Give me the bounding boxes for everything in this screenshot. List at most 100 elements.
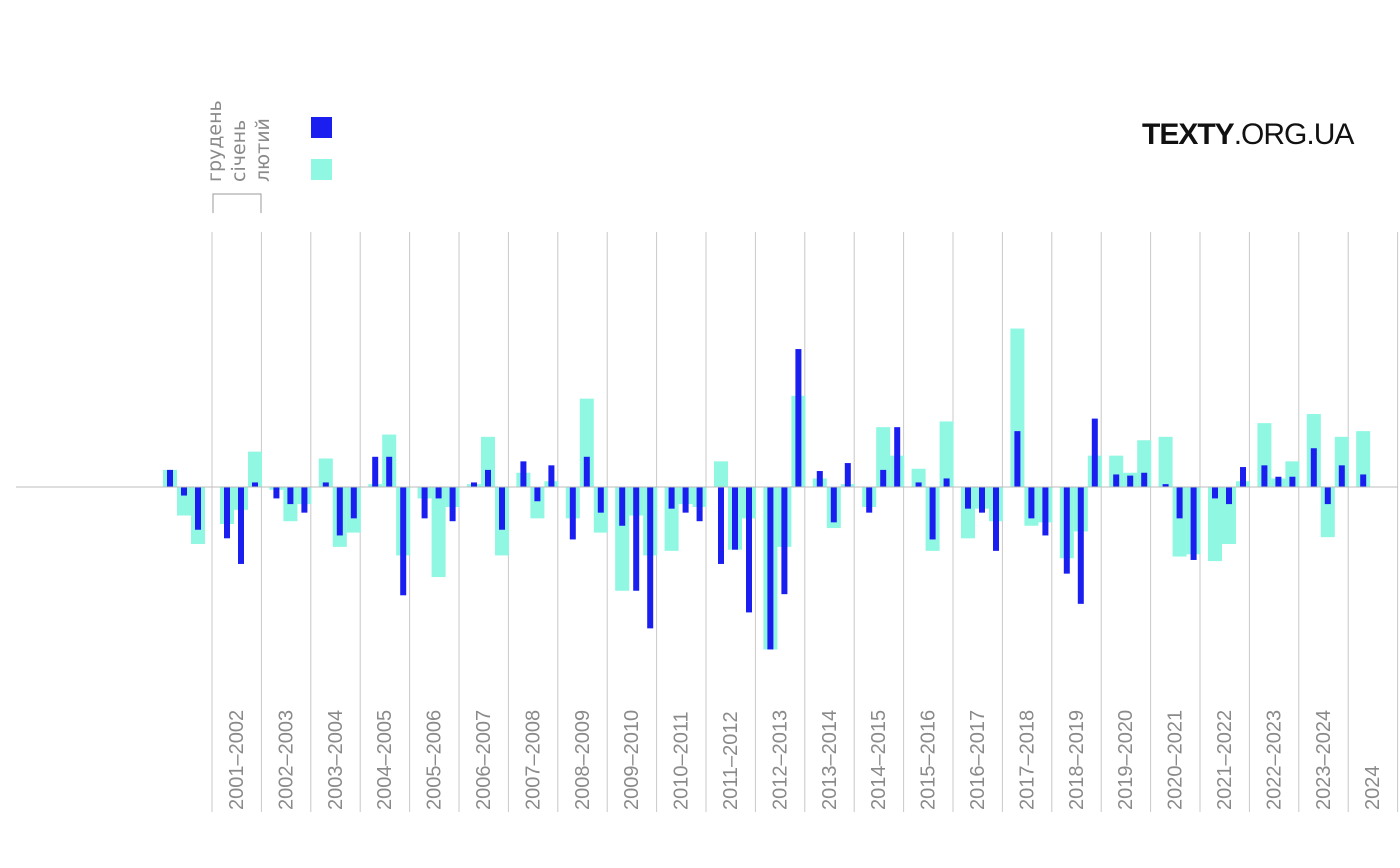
- tick-label: 2010–2011: [671, 711, 693, 810]
- bar-light: [664, 487, 679, 551]
- bar-dark: [1226, 487, 1232, 505]
- bar-dark: [1190, 487, 1197, 560]
- season-group: [516, 461, 559, 519]
- bar-dark: [781, 487, 788, 595]
- tick-label: 2013–2014: [819, 710, 841, 810]
- bar-dark: [421, 487, 428, 519]
- bar-dark: [894, 427, 901, 487]
- brand-logo: TEXTY.ORG.UA: [1142, 118, 1355, 152]
- bar-dark: [718, 487, 724, 564]
- bar-dark: [350, 487, 357, 519]
- season-group: [368, 434, 411, 596]
- bar-dark: [471, 482, 477, 487]
- bar-dark: [1338, 465, 1345, 487]
- season-group: [318, 458, 361, 547]
- bar-dark: [795, 349, 802, 487]
- bar-dark: [696, 487, 703, 522]
- brand-logo-bold: TEXTY: [1142, 118, 1235, 151]
- bar-dark: [915, 482, 922, 487]
- season-group: [714, 461, 756, 613]
- bar-dark: [1162, 484, 1169, 487]
- tick-label: 2022–2023: [1263, 710, 1285, 810]
- legend-swatch-light: [311, 159, 332, 180]
- tick-label: 2001–2002: [226, 710, 248, 810]
- bar-dark: [1014, 431, 1021, 487]
- season-group: [269, 487, 312, 522]
- bar-dark: [1360, 474, 1367, 487]
- bar-light: [1109, 455, 1124, 487]
- bar-dark: [400, 487, 407, 596]
- tick-label: 2011–2012: [720, 711, 742, 810]
- legend-bracket: [212, 193, 262, 213]
- bar-dark: [499, 487, 505, 530]
- season-group: [862, 427, 905, 513]
- tick-label: 2017–2018: [1016, 710, 1038, 810]
- bar-dark: [238, 487, 244, 564]
- bar-light: [1334, 436, 1349, 487]
- bar-dark: [1063, 487, 1070, 574]
- season-labels: 2001–2002 2002–2003 2003–2004 2004–2005 2005…: [226, 710, 1384, 810]
- bar-dark: [830, 487, 837, 523]
- season-group: [1306, 414, 1349, 538]
- bar-dark: [1028, 487, 1035, 519]
- bar-light: [1158, 436, 1173, 487]
- bar-dark: [965, 487, 971, 509]
- season-group: [417, 487, 460, 578]
- bar-dark: [1324, 487, 1331, 505]
- bar-light: [911, 468, 926, 487]
- season-group: [763, 349, 806, 650]
- tick-label: 2003–2004: [325, 710, 347, 810]
- bar-light: [431, 487, 446, 578]
- bar-dark: [682, 487, 689, 513]
- bar-dark: [1127, 475, 1134, 487]
- bar-light: [579, 398, 594, 487]
- bar-dark: [668, 487, 675, 509]
- season-group: [1010, 328, 1053, 536]
- bar-light: [615, 487, 630, 591]
- bar-light: [961, 487, 975, 539]
- season-group: [664, 487, 707, 551]
- bar-dark: [597, 487, 604, 513]
- bar-dark: [534, 487, 541, 502]
- brand-logo-domain: .ORG.UA: [1233, 118, 1355, 151]
- bar-dark: [1310, 448, 1317, 487]
- bar-dark: [485, 469, 491, 487]
- bar-light: [248, 451, 262, 487]
- bar-dark: [943, 478, 950, 487]
- tick-label: 2021–2022: [1214, 710, 1236, 810]
- season-group: [1208, 467, 1250, 562]
- season-group: [615, 487, 658, 629]
- bar-light: [318, 458, 333, 487]
- season-group: [1059, 418, 1102, 604]
- bar-dark: [844, 463, 851, 487]
- bar-dark: [1212, 487, 1218, 499]
- bar-dark: [520, 461, 527, 487]
- tick-label: 2012–2013: [769, 710, 791, 810]
- tick-label: 2009–2010: [621, 710, 643, 810]
- bar-light: [1257, 423, 1272, 487]
- bar-dark: [816, 471, 823, 487]
- bar-light: [876, 427, 891, 487]
- bar-dark: [1176, 487, 1183, 519]
- bar-dark: [435, 487, 442, 499]
- bar-dark: [993, 487, 999, 551]
- bar-dark: [273, 487, 280, 499]
- tick-label: 2019–2020: [1115, 710, 1137, 810]
- bar-dark: [767, 487, 774, 650]
- season-group: [1109, 440, 1152, 487]
- bar-dark: [979, 487, 985, 513]
- season-group: [565, 398, 608, 540]
- bar-light: [1320, 487, 1335, 538]
- bar-dark: [336, 487, 343, 536]
- bar-dark: [195, 487, 201, 530]
- tick-label: 2015–2016: [918, 710, 940, 810]
- tick-label: 2016–2017: [967, 710, 989, 810]
- bar-dark: [732, 487, 738, 550]
- legend-swatch-dark: [311, 117, 332, 138]
- bar-dark: [372, 456, 379, 487]
- bar-light: [1172, 487, 1187, 557]
- bar-dark: [746, 487, 752, 613]
- tick-label: 2023–2024: [1313, 710, 1335, 810]
- tick-label: 2002–2003: [275, 710, 297, 810]
- lead-bars: [163, 469, 205, 544]
